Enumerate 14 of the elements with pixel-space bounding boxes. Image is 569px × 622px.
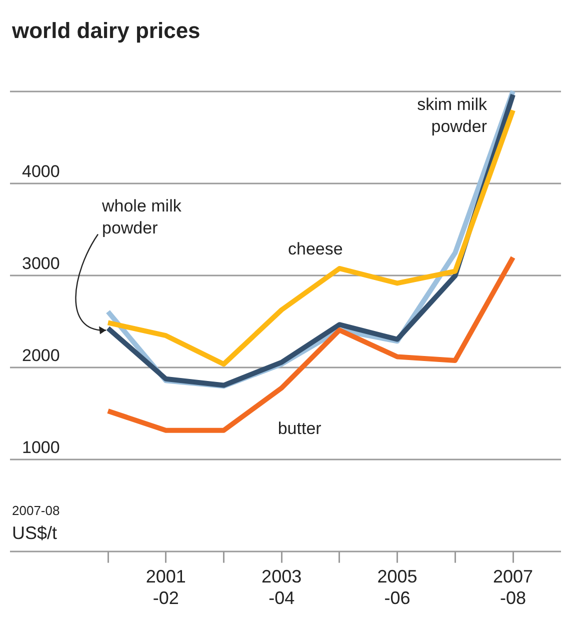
y-tick-label: 3000 [22, 254, 60, 273]
y-tick-label: 2000 [22, 346, 60, 365]
x-tick-label: 2005-06 [377, 566, 418, 608]
series-label: butter [278, 419, 322, 438]
series-label: skim milk powder [417, 95, 488, 136]
y-axis-title: 2007-08 US$/t [12, 502, 60, 543]
series-label: cheese [288, 239, 343, 258]
y-tick-label: 4000 [22, 162, 60, 181]
text: whole milk powder [101, 196, 182, 238]
x-tick-label: 2001-02 [146, 566, 186, 608]
chart-title: world dairy prices [11, 18, 200, 43]
x-tick-label: 2003-04 [262, 566, 302, 608]
y-tick-label: 1000 [22, 438, 60, 457]
x-tick-label: 2007-08 [492, 566, 534, 608]
